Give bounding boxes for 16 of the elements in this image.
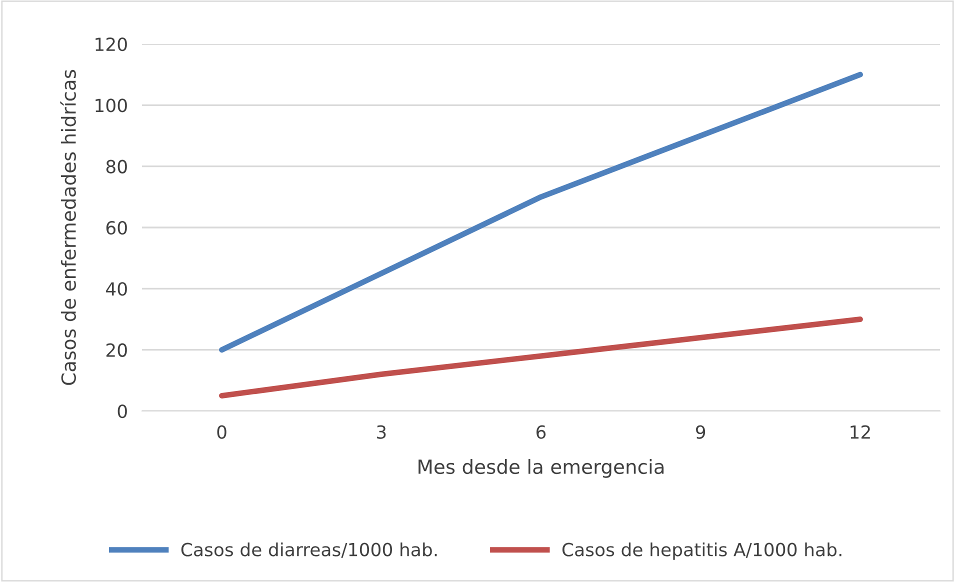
x-tick-label: 9 (696, 425, 706, 439)
x-axis-title: Mes desde la emergencia (418, 459, 664, 478)
y-tick-label: 40 (106, 282, 127, 296)
y-tick-label: 0 (118, 404, 127, 418)
y-tick-label: 80 (106, 160, 127, 174)
x-tick-label: 0 (217, 425, 226, 439)
y-tick-label: 60 (106, 220, 127, 235)
y-tick-label: 100 (96, 98, 127, 112)
legend-label: Casos de hepatitis A/1000 hab. (562, 542, 842, 560)
y-tick-label: 20 (106, 343, 127, 357)
x-tick-label: 12 (850, 425, 870, 439)
legend-label: Casos de diarreas/1000 hab. (181, 542, 437, 558)
y-axis-title: Casos de enfermedades hidrícas (60, 70, 76, 385)
x-tick-label: 6 (536, 425, 546, 439)
y-tick-label: 120 (96, 37, 127, 52)
x-tick-label: 3 (377, 425, 386, 439)
